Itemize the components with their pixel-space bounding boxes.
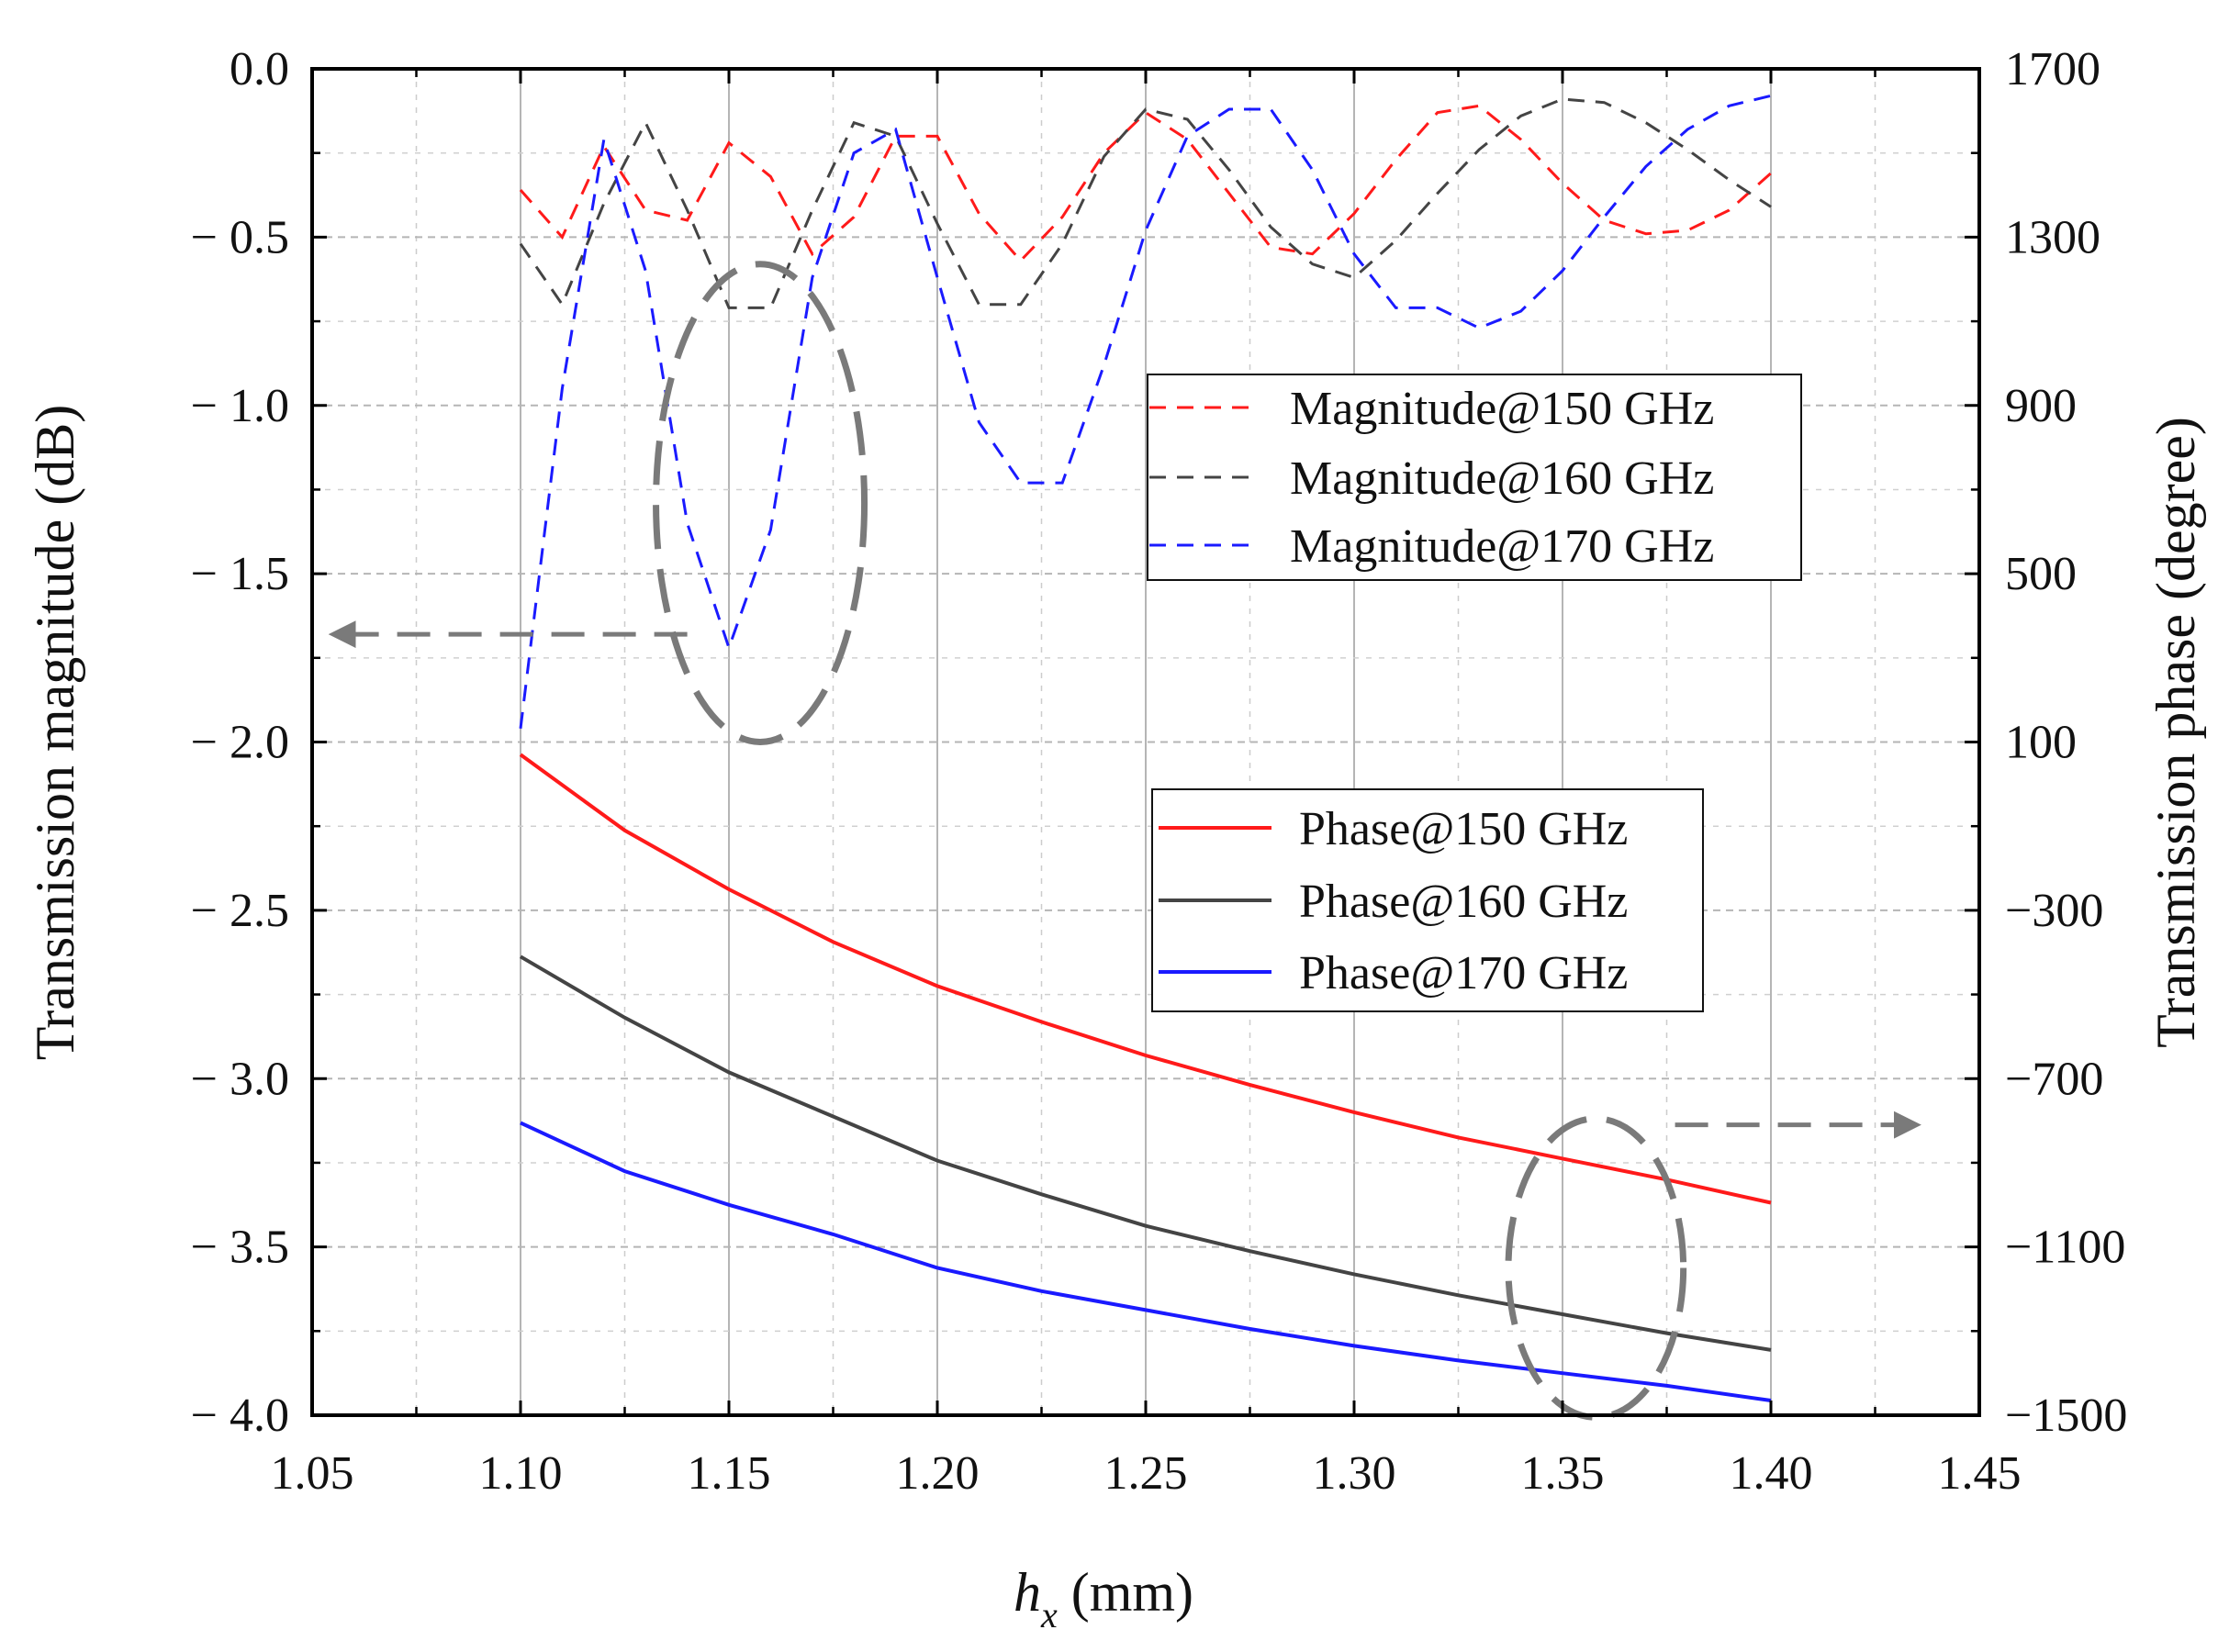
x-tick-label: 1.35 (1521, 1447, 1605, 1500)
legend-label-phase-170: Phase@170 GHz (1299, 947, 1628, 999)
legend-label-phase-150: Phase@150 GHz (1299, 803, 1628, 855)
series-line-magnitude-160-ghz (519, 97, 1772, 309)
legend-magnitude-box (1147, 374, 1802, 581)
legend-label-magnitude-170: Magnitude@170 GHz (1290, 520, 1714, 573)
y-left-tick-label: 0.0 (230, 43, 289, 95)
y-left-tick-label: − 4.0 (191, 1390, 289, 1442)
series-line-phase-150-ghz (519, 753, 1772, 1205)
y-right-tick-label: 1300 (2005, 211, 2100, 263)
y-left-tick-label: − 1.0 (191, 380, 289, 432)
y-right-tick-label: 1700 (2005, 43, 2100, 95)
y-axis-left-title: Transmission magnitude (dB) (25, 405, 85, 1060)
y-right-tick-label: −1500 (2005, 1390, 2127, 1442)
x-tick-label: 1.45 (1938, 1447, 2022, 1500)
annotation-ellipse-magnitude (653, 261, 868, 745)
legend-phase: Phase@150 GHz Phase@160 GHz Phase@170 GH… (1151, 788, 1704, 1012)
y-left-tick-label: − 2.5 (191, 885, 289, 937)
ticks-layer: 1.05 1.10 1.15 1.20 1.25 1.30 1.35 1.40 1.45 0.0 −… (191, 43, 2128, 1500)
y-right-tick-label: −1100 (2005, 1222, 2125, 1274)
y-right-tick-label: −300 (2005, 885, 2103, 937)
y-axis-right-title: Transmission phase (degree) (2145, 417, 2206, 1048)
annotation-layer (328, 261, 1921, 1421)
x-tick-label: 1.20 (896, 1447, 980, 1500)
series-line-magnitude-150-ghz (519, 104, 1772, 263)
y-left-tick-label: − 3.5 (191, 1222, 289, 1274)
legend-label-phase-160: Phase@160 GHz (1299, 876, 1628, 928)
y-right-tick-label: −700 (2005, 1053, 2103, 1105)
x-tick-label: 1.25 (1104, 1447, 1188, 1500)
y-left-tick-label: − 3.0 (191, 1053, 289, 1105)
x-tick-label: 1.40 (1730, 1447, 1813, 1500)
y-left-tick-label: − 0.5 (191, 211, 289, 263)
x-axis-title: hx (mm) (1014, 1562, 1193, 1635)
x-axis-title-subscript: x (1040, 1594, 1058, 1635)
x-tick-label: 1.05 (271, 1447, 354, 1500)
grid-layer (312, 69, 1979, 1415)
annotation-ellipse-phase (1505, 1115, 1687, 1421)
y-right-tick-label: 100 (2005, 717, 2077, 769)
x-tick-label: 1.30 (1313, 1447, 1396, 1500)
series-line-phase-170-ghz (520, 1121, 1772, 1402)
x-tick-label: 1.15 (688, 1447, 771, 1500)
x-axis-title-unit: (mm) (1058, 1562, 1193, 1623)
y-right-tick-label: 900 (2005, 380, 2077, 432)
series-line-phase-160-ghz (519, 954, 1772, 1352)
y-right-tick-label: 500 (2005, 548, 2077, 600)
legend-label-magnitude-150: Magnitude@150 GHz (1290, 383, 1714, 435)
y-left-tick-label: − 1.5 (191, 548, 289, 600)
x-tick-label: 1.10 (479, 1447, 563, 1500)
y-left-tick-label: − 2.0 (191, 717, 289, 769)
series-layer (519, 94, 1772, 1402)
series-line-magnitude-170-ghz (519, 94, 1772, 729)
x-axis-title-variable: h (1014, 1562, 1041, 1623)
legend-label-magnitude-160: Magnitude@160 GHz (1290, 452, 1714, 505)
legend-magnitude: Magnitude@150 GHz Magnitude@160 GHz Magn… (1147, 374, 1802, 581)
